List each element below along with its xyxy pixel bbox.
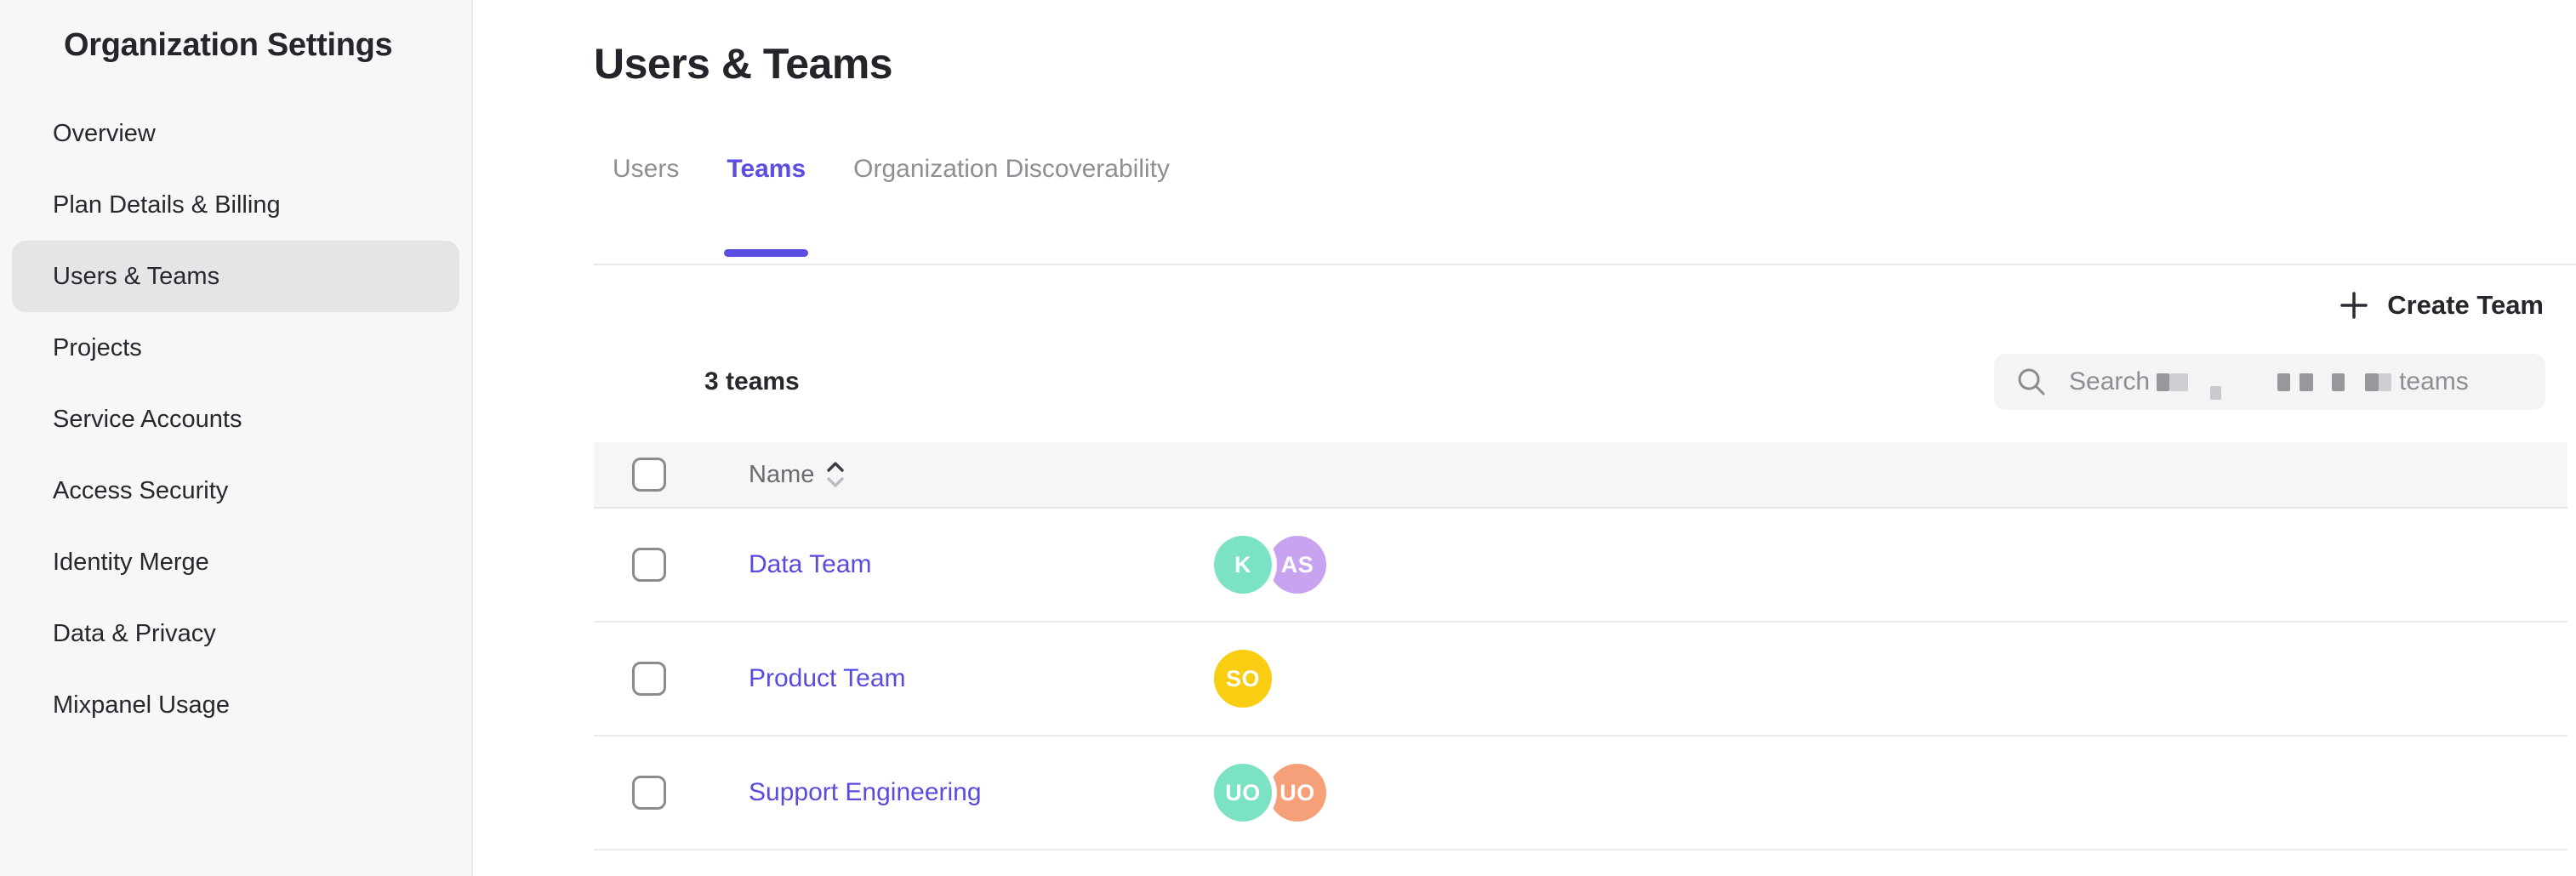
member-avatar-stack: K AS — [1214, 536, 1326, 594]
redacted-text-block — [2157, 373, 2170, 391]
sidebar-item-overview[interactable]: Overview — [53, 119, 156, 147]
tab-organization-discoverability[interactable]: Organization Discoverability — [853, 155, 1170, 183]
sidebar-item-access-security[interactable]: Access Security — [53, 476, 229, 504]
active-tab-underline — [724, 249, 809, 257]
member-avatar: UO — [1268, 764, 1326, 822]
plus-icon — [2338, 289, 2370, 321]
toolbar-top: Create Team — [594, 284, 2576, 327]
organization-settings-sidebar: Organization Settings Overview Plan Detai… — [0, 0, 473, 876]
sort-icon — [827, 462, 845, 487]
member-avatar: AS — [1268, 536, 1326, 594]
create-team-button[interactable]: Create Team — [2338, 284, 2544, 327]
sidebar-nav: Overview Plan Details & Billing Users & Te… — [0, 98, 471, 741]
tab-teams[interactable]: Teams — [724, 155, 809, 264]
name-column-label: Name — [749, 460, 815, 488]
name-column-sort[interactable]: Name — [749, 459, 845, 490]
table-header-row: Name — [594, 442, 2567, 509]
member-avatar: UO — [1214, 764, 1272, 822]
tabs: Users Teams Organization Discoverability — [594, 155, 2576, 264]
search-icon — [2018, 368, 2045, 395]
teams-count: 3 teams — [704, 367, 800, 395]
redacted-text-block — [2332, 373, 2345, 391]
sidebar-item-plan-details-billing[interactable]: Plan Details & Billing — [53, 191, 281, 219]
team-name-link[interactable]: Data Team — [749, 550, 872, 578]
create-team-label: Create Team — [2387, 290, 2544, 320]
search-placeholder-prefix: Search — [2069, 367, 2151, 395]
tab-bar: Users Teams Organization Discoverability — [594, 155, 2576, 265]
page-title: Users & Teams — [594, 40, 893, 88]
sidebar-item-projects[interactable]: Projects — [53, 333, 142, 361]
row-checkbox[interactable] — [632, 776, 666, 810]
select-all-checkbox[interactable] — [632, 458, 666, 492]
member-avatar: SO — [1214, 650, 1272, 708]
sidebar-item-data-privacy[interactable]: Data & Privacy — [53, 619, 216, 647]
toolbar-bottom: 3 teams Search teams — [594, 354, 2576, 410]
search-placeholder-suffix: teams — [2399, 367, 2469, 395]
sidebar-item-service-accounts[interactable]: Service Accounts — [53, 405, 242, 433]
search-input[interactable]: Search teams — [1994, 354, 2545, 410]
member-avatar-stack: SO — [1214, 650, 1272, 708]
member-avatar: K — [1214, 536, 1272, 594]
redacted-text-block — [2300, 373, 2314, 391]
redacted-text-block — [2365, 373, 2379, 391]
sidebar-item-users-teams[interactable]: Users & Teams — [12, 241, 459, 312]
team-name-link[interactable]: Product Team — [749, 664, 906, 692]
row-checkbox[interactable] — [632, 548, 666, 582]
redacted-text-block — [2277, 373, 2291, 391]
redacted-text-block — [2169, 373, 2189, 391]
main-panel: Users & Teams Users Teams Organization Dis… — [475, 0, 2576, 876]
redacted-text-block — [2379, 373, 2392, 391]
team-name-link[interactable]: Support Engineering — [749, 778, 982, 806]
teams-table: Name Data Team K AS Product Team SO Support E… — [594, 442, 2567, 850]
redacted-text-block — [2210, 386, 2222, 400]
table-row: Data Team K AS — [594, 509, 2567, 623]
row-checkbox[interactable] — [632, 662, 666, 696]
table-row: Support Engineering UO UO — [594, 737, 2567, 850]
tab-users[interactable]: Users — [613, 155, 680, 183]
table-body: Data Team K AS Product Team SO Support Engine… — [594, 509, 2567, 850]
sidebar-item-mixpanel-usage[interactable]: Mixpanel Usage — [53, 691, 230, 719]
member-avatar-stack: UO UO — [1214, 764, 1326, 822]
table-row: Product Team SO — [594, 623, 2567, 737]
sidebar-title: Organization Settings — [64, 27, 393, 63]
sidebar-item-identity-merge[interactable]: Identity Merge — [53, 548, 209, 576]
